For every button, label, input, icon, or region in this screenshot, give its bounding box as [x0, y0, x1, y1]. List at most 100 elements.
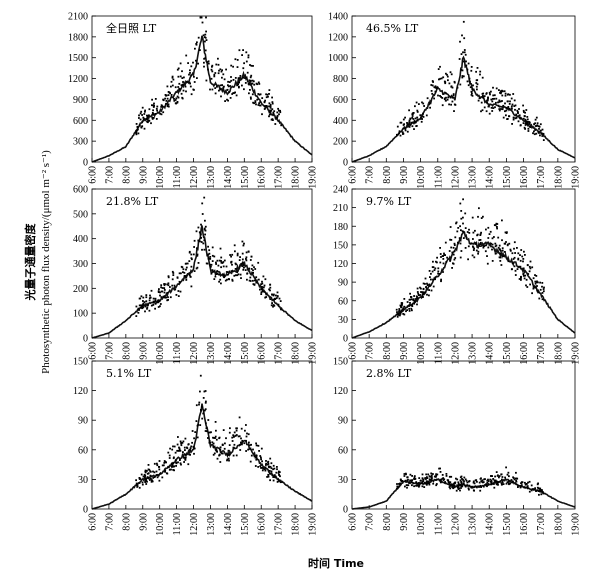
data-point — [410, 296, 413, 298]
data-point — [218, 273, 220, 276]
data-point — [464, 485, 467, 488]
data-point — [214, 435, 217, 438]
data-point — [430, 479, 432, 481]
data-point — [463, 476, 466, 479]
data-point — [277, 470, 280, 473]
data-point — [135, 133, 138, 136]
data-point — [235, 429, 238, 432]
data-point — [167, 451, 170, 454]
data-point — [240, 277, 242, 279]
data-point — [441, 477, 444, 480]
data-point — [268, 470, 271, 472]
data-point — [272, 464, 275, 467]
data-point — [514, 274, 517, 276]
data-point — [237, 435, 240, 438]
data-point — [192, 61, 194, 64]
data-point — [245, 60, 248, 63]
data-point — [459, 242, 462, 245]
data-point — [232, 434, 235, 437]
data-point — [478, 97, 481, 100]
data-point — [439, 247, 441, 249]
data-point — [176, 276, 179, 279]
data-point — [460, 53, 463, 55]
data-point — [210, 77, 213, 80]
data-point — [491, 237, 494, 240]
data-point — [169, 447, 171, 450]
data-point — [153, 102, 155, 105]
data-point — [482, 481, 485, 483]
data-point — [439, 253, 442, 255]
data-point — [268, 113, 271, 116]
data-point — [178, 272, 181, 275]
data-point — [221, 262, 224, 264]
data-point — [501, 478, 503, 481]
data-point — [226, 459, 228, 462]
data-point — [176, 443, 179, 446]
data-point — [426, 284, 429, 286]
data-point — [276, 111, 279, 114]
data-point — [270, 467, 273, 470]
data-point — [542, 139, 545, 141]
x-tick-label: 14:00 — [223, 166, 234, 189]
data-point — [263, 291, 266, 293]
data-point — [198, 403, 200, 406]
data-point — [507, 100, 509, 103]
data-point — [494, 480, 497, 483]
data-point — [441, 255, 444, 257]
data-point — [237, 83, 239, 86]
data-point — [190, 93, 193, 96]
x-tick-label: 7:00 — [104, 166, 115, 184]
data-point — [535, 275, 538, 277]
data-point — [510, 97, 513, 100]
data-point — [182, 268, 185, 271]
data-point — [423, 486, 426, 488]
data-point — [204, 33, 207, 36]
data-point — [413, 301, 416, 303]
data-point — [226, 454, 229, 456]
plot-frame — [91, 15, 313, 163]
data-point — [218, 454, 221, 456]
data-point — [454, 236, 457, 239]
data-point — [462, 479, 464, 481]
data-point — [278, 471, 281, 473]
data-point — [231, 279, 234, 282]
data-point — [156, 476, 159, 479]
data-point — [526, 118, 529, 121]
data-point — [541, 282, 544, 284]
data-point — [493, 97, 496, 100]
data-point — [179, 281, 181, 284]
data-point — [522, 258, 525, 260]
data-point — [418, 103, 420, 105]
data-point — [220, 282, 222, 285]
data-point — [273, 467, 276, 470]
data-point — [447, 96, 450, 99]
data-point — [204, 233, 206, 236]
data-point — [135, 315, 138, 317]
data-point — [514, 117, 517, 120]
data-point — [272, 119, 274, 121]
data-point — [491, 243, 494, 246]
data-point — [189, 69, 191, 72]
data-point — [204, 390, 207, 392]
data-point — [402, 133, 404, 135]
data-point — [527, 273, 530, 275]
x-tick-label: 13:00 — [206, 166, 217, 189]
data-point — [184, 437, 187, 440]
data-point — [212, 270, 215, 273]
data-point — [416, 297, 419, 300]
data-point — [244, 82, 247, 84]
data-point — [412, 482, 415, 485]
data-point — [272, 111, 275, 114]
data-point — [539, 288, 542, 291]
data-point — [269, 286, 272, 289]
data-point — [204, 49, 207, 52]
data-point — [141, 307, 144, 310]
data-point — [432, 473, 434, 475]
data-point — [507, 106, 510, 108]
data-point — [499, 252, 502, 255]
data-point — [538, 125, 541, 128]
data-point — [205, 39, 208, 41]
x-tick-label: 10:00 — [416, 513, 427, 536]
data-point — [435, 483, 438, 485]
data-point — [248, 444, 251, 447]
